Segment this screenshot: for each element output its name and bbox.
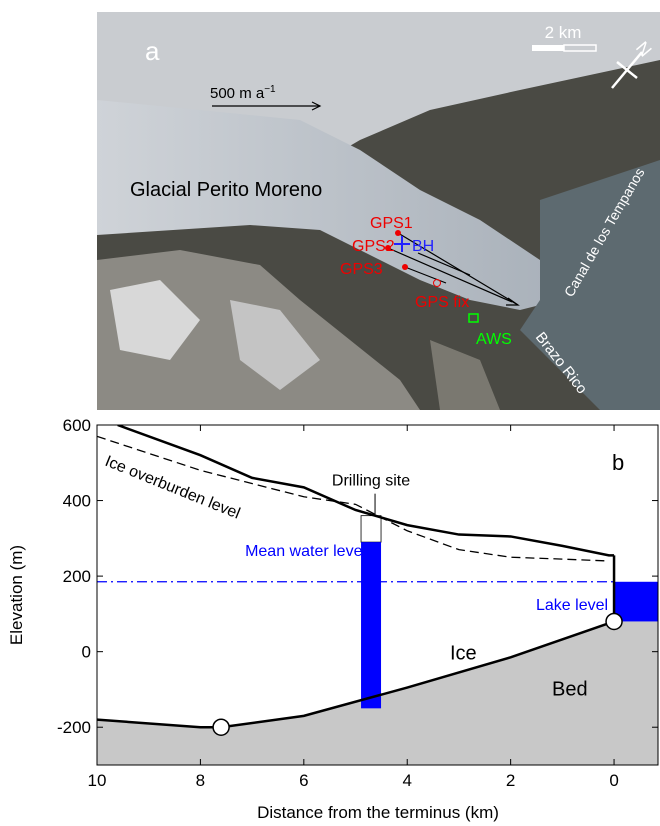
drilling-label: Drilling site [332,473,410,490]
borehole-air [361,516,381,542]
lake-label: Lake level [536,597,608,614]
point-label: AWS [476,331,512,348]
glacier-label: Glacial Perito Moreno [130,179,322,201]
velocity-text: 500 m a [210,85,265,102]
borehole-water [361,542,381,708]
lake [614,582,658,622]
point-label: BH [412,238,434,255]
y-tick-label: 600 [63,416,91,435]
panel-label: a [145,36,160,66]
scale-bar [532,45,564,51]
point-label: GPS3 [340,261,383,278]
y-tick-label: 400 [63,492,91,511]
panel-label: b [612,450,624,475]
x-tick-label: 6 [299,771,308,790]
x-tick-label: 2 [506,771,515,790]
y-tick-label: 200 [63,567,91,586]
x-axis-label: Distance from the terminus (km) [257,803,499,822]
x-tick-label: 8 [196,771,205,790]
page: {"panel_a": {"panel_label": "a", "scale"… [0,0,660,826]
point-label: GPS fix [415,294,469,311]
water-label: Mean water level [245,543,366,560]
x-tick-label: 0 [609,771,618,790]
ice-label: Ice [450,643,477,665]
y-tick-label: -200 [57,718,91,737]
scale-label: 2 km [545,23,582,42]
point-label: GPS2 [352,238,395,255]
y-tick-label: 0 [82,643,91,662]
x-tick-label: 4 [402,771,411,790]
marker [213,719,229,735]
gps-point [402,264,408,270]
y-axis-label: Elevation (m) [7,545,26,645]
velocity-exponent: −1 [264,84,276,95]
satellite-image [97,12,660,410]
bed-label: Bed [552,679,588,701]
figure: a 2 km N 500 m a−1 Glacial Perito Moreno… [0,0,660,826]
x-tick-label: 10 [88,771,107,790]
marker [606,613,622,629]
point-label: GPS1 [370,215,413,232]
